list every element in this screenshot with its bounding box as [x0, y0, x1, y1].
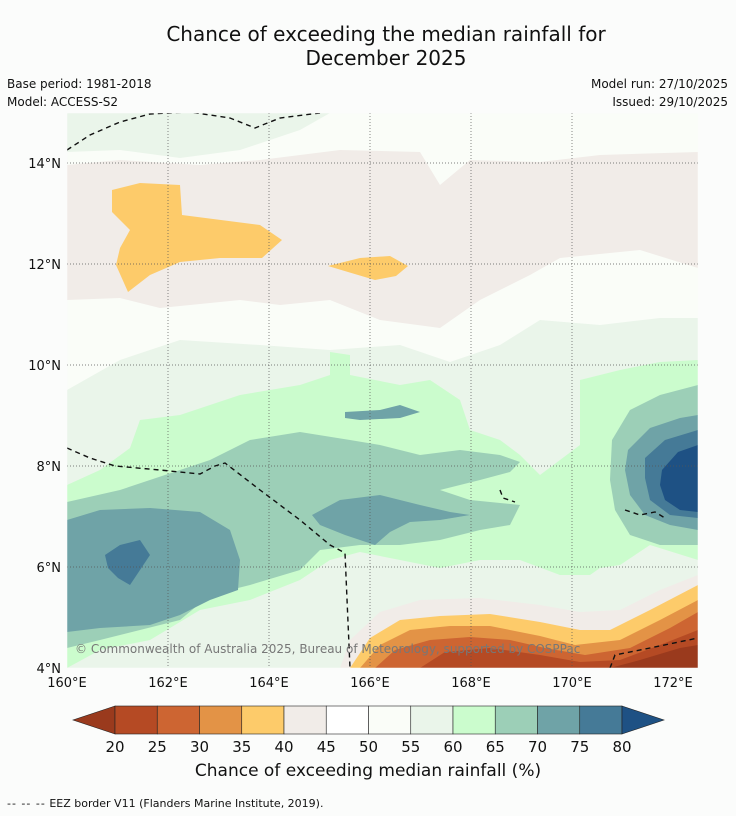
- eez-legend-marker: -- -- --: [7, 797, 46, 810]
- colorbar-bin: [241, 705, 285, 735]
- colorbar-bin: [283, 705, 327, 735]
- y-tick-label: 12°N: [28, 258, 61, 273]
- footer-legend: -- -- -- EEZ border V11 (Flanders Marine…: [7, 797, 323, 810]
- chart-title: Chance of exceeding the median rainfall …: [0, 22, 736, 70]
- base-period: Base period: 1981-2018: [7, 77, 152, 91]
- title-line-1: Chance of exceeding the median rainfall …: [166, 22, 606, 46]
- colorbar-tick-label: 80: [612, 738, 631, 756]
- x-tick-label: 168°E: [451, 676, 491, 691]
- colorbar-tick-label: 45: [317, 738, 336, 756]
- y-tick-label: 6°N: [37, 561, 62, 576]
- colorbar-tick-label: 70: [528, 738, 547, 756]
- region-20-25-south: [420, 630, 698, 668]
- x-tick-label: 172°E: [653, 676, 693, 691]
- colorbar-bin: [579, 705, 623, 735]
- colorbar-bin: [537, 705, 581, 735]
- colorbar: 20 25 30 35 40 45 50 55 60 65 70 75 80: [72, 705, 665, 756]
- colorbar-extend-high: [621, 705, 665, 735]
- title-line-2: December 2025: [305, 46, 467, 70]
- region-75-80-central: [312, 495, 470, 545]
- colorbar-bin: [199, 705, 243, 735]
- colorbar-tick-label: 30: [190, 738, 209, 756]
- colorbar-tick-label: 25: [148, 738, 167, 756]
- x-tick-label: 170°E: [552, 676, 592, 691]
- meta-left: Base period: 1981-2018 Model: ACCESS-S2: [7, 75, 152, 111]
- colorbar-tick-label: 40: [274, 738, 293, 756]
- eez-legend-text: EEZ border V11 (Flanders Marine Institut…: [49, 797, 324, 810]
- colorbar-tick-label: 20: [105, 738, 124, 756]
- region-75-80-patch: [345, 405, 420, 420]
- colorbar-extend-low: [72, 705, 116, 735]
- copyright: © Commonwealth of Australia 2025, Bureau…: [75, 642, 580, 656]
- meta-right: Model run: 27/10/2025 Issued: 29/10/2025: [591, 75, 728, 111]
- graticule: [67, 113, 698, 668]
- region-75-80-west: [67, 508, 240, 632]
- y-axis: 14°N 12°N 10°N 8°N 6°N 4°N: [28, 157, 61, 677]
- colorbar-bin: [156, 705, 200, 735]
- colorbar-tick-label: 65: [486, 738, 505, 756]
- region-40-45: [67, 150, 698, 328]
- region-35-40-west: [112, 183, 282, 292]
- issued-date: Issued: 29/10/2025: [612, 95, 728, 109]
- colorbar-bin: [410, 705, 454, 735]
- y-tick-label: 10°N: [28, 359, 61, 374]
- colorbar-bin: [325, 705, 369, 735]
- model-name: Model: ACCESS-S2: [7, 95, 119, 109]
- x-tick-label: 162°E: [148, 676, 188, 691]
- colorbar-bin: [494, 705, 538, 735]
- y-tick-label: 14°N: [28, 157, 61, 172]
- model-run: Model run: 27/10/2025: [590, 77, 728, 91]
- colorbar-tick-label: 55: [401, 738, 420, 756]
- map-frame: [66, 112, 699, 669]
- region-above-80-east: [660, 445, 698, 512]
- y-tick-label: 4°N: [37, 662, 62, 677]
- x-tick-label: 164°E: [249, 676, 289, 691]
- x-tick-label: 160°E: [47, 676, 87, 691]
- region-35-40-central: [328, 256, 408, 280]
- colorbar-tick-label: 60: [443, 738, 462, 756]
- colorbar-tick-label: 75: [570, 738, 589, 756]
- region-below-20-south: [610, 645, 698, 668]
- colorbar-tick-label: 35: [232, 738, 251, 756]
- colorbar-bin: [452, 705, 496, 735]
- x-axis: 160°E 162°E 164°E 166°E 168°E 170°E 172°…: [47, 676, 693, 691]
- x-tick-label: 166°E: [350, 676, 390, 691]
- eez-border: [67, 113, 698, 668]
- y-tick-label: 8°N: [37, 460, 62, 475]
- colorbar-bin: [368, 705, 412, 735]
- map-area: © Commonwealth of Australia 2025, Bureau…: [67, 113, 698, 668]
- colorbar-tick-label: 50: [359, 738, 378, 756]
- colorbar-bin: [114, 705, 158, 735]
- region-80-west: [105, 540, 150, 585]
- colorbar-label: Chance of exceeding median rainfall (%): [194, 761, 542, 781]
